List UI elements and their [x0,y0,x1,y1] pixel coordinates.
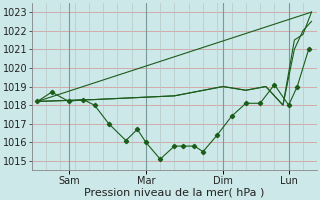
X-axis label: Pression niveau de la mer( hPa ): Pression niveau de la mer( hPa ) [84,187,265,197]
